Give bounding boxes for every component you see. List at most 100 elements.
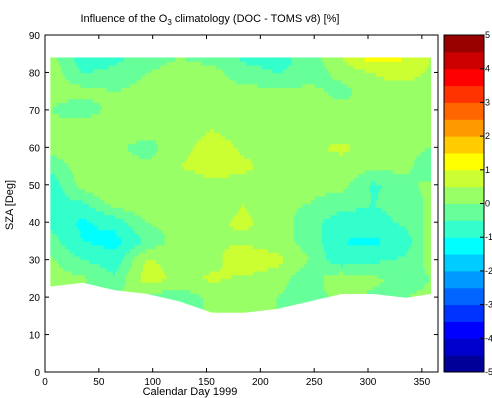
heatmap-cell <box>114 113 118 118</box>
heatmap-cell <box>205 139 209 145</box>
heatmap-cell <box>132 94 135 100</box>
heatmap-cell <box>203 270 207 276</box>
heatmap-cell <box>52 233 56 238</box>
heatmap-cell <box>138 199 142 205</box>
heatmap-cell <box>97 61 101 66</box>
heatmap-cell <box>201 113 204 118</box>
heatmap-cell <box>151 233 155 238</box>
heatmap-cell <box>114 72 118 77</box>
heatmap-cell <box>175 177 179 182</box>
heatmap-cell <box>145 139 148 145</box>
heatmap-cell <box>179 136 183 141</box>
heatmap-cell <box>166 210 170 216</box>
heatmap-cell <box>164 166 168 171</box>
heatmap-cell <box>194 218 198 223</box>
heatmap-cell <box>218 259 222 265</box>
heatmap-cell <box>209 222 213 227</box>
heatmap-cell <box>112 282 116 287</box>
heatmap-cell <box>127 289 131 292</box>
heatmap-cell <box>138 102 142 107</box>
heatmap-cell <box>121 117 125 122</box>
heatmap-cell <box>155 233 159 238</box>
heatmap-cell <box>183 285 187 291</box>
heatmap-cell <box>78 102 82 107</box>
heatmap-cell <box>119 102 123 107</box>
heatmap-cell <box>63 83 67 89</box>
heatmap-cell <box>190 218 194 223</box>
heatmap-cell <box>140 162 144 167</box>
heatmap-cell <box>108 151 112 156</box>
heatmap-cell <box>194 207 198 212</box>
heatmap-cell <box>183 76 187 81</box>
heatmap-cell <box>183 270 187 276</box>
heatmap-cell <box>61 162 64 167</box>
heatmap-cell <box>114 83 118 89</box>
heatmap-cell <box>56 270 60 276</box>
heatmap-cell <box>218 177 222 182</box>
heatmap-cell <box>95 57 99 62</box>
heatmap-cell <box>177 68 181 74</box>
heatmap-cell <box>82 222 86 227</box>
heatmap-cell <box>84 259 88 265</box>
heatmap-cell <box>138 252 142 257</box>
heatmap-cell <box>134 169 138 175</box>
heatmap-cell <box>123 132 127 137</box>
heatmap-cell <box>201 255 204 261</box>
heatmap-cell <box>166 132 170 137</box>
heatmap-cell <box>112 147 116 152</box>
heatmap-cell <box>65 61 69 66</box>
heatmap-cell <box>164 259 168 265</box>
heatmap-cell <box>86 203 90 208</box>
heatmap-cell <box>214 94 217 100</box>
heatmap-cell <box>170 285 174 291</box>
heatmap-cell <box>145 113 148 118</box>
heatmap-cell <box>134 68 138 74</box>
heatmap-cell <box>214 282 217 287</box>
heatmap-cell <box>67 184 71 190</box>
heatmap-cell <box>50 154 54 160</box>
heatmap-cell <box>106 233 110 238</box>
heatmap-cell <box>160 64 163 70</box>
heatmap-cell <box>112 109 116 115</box>
heatmap-cell <box>112 64 116 70</box>
heatmap-cell <box>192 169 196 175</box>
heatmap-cell <box>91 87 95 92</box>
heatmap-cell <box>50 270 54 276</box>
heatmap-cell <box>142 79 146 85</box>
heatmap-cell <box>102 68 105 74</box>
heatmap-cell <box>168 87 172 92</box>
heatmap-cell <box>99 87 103 92</box>
heatmap-cell <box>203 282 207 287</box>
heatmap-cell <box>188 300 191 305</box>
heatmap-cell <box>175 188 179 193</box>
heatmap-cell <box>138 72 142 77</box>
heatmap-cell <box>173 192 176 197</box>
heatmap-cell <box>93 61 97 66</box>
heatmap-cell <box>205 248 209 253</box>
heatmap-cell <box>102 274 105 279</box>
heatmap-cell <box>158 91 161 96</box>
heatmap-cell <box>188 64 191 70</box>
heatmap-cell <box>155 102 159 107</box>
heatmap-cell <box>125 184 129 190</box>
heatmap-cell <box>86 139 90 145</box>
heatmap-cell <box>132 240 135 246</box>
heatmap-cell <box>123 255 127 261</box>
heatmap-cell <box>89 147 92 152</box>
heatmap-cell <box>162 181 166 186</box>
heatmap-cell <box>112 225 116 231</box>
heatmap-cell <box>177 293 181 298</box>
heatmap-cell <box>194 244 198 250</box>
heatmap-cell <box>125 64 129 70</box>
heatmap-cell <box>192 270 196 276</box>
heatmap-cell <box>175 184 179 190</box>
heatmap-cell <box>82 147 86 152</box>
heatmap-cell <box>78 233 82 238</box>
heatmap-cell <box>134 91 138 96</box>
heatmap-cell <box>160 121 163 126</box>
heatmap-cell <box>71 136 75 141</box>
heatmap-cell <box>205 285 209 291</box>
heatmap-cell <box>89 218 92 223</box>
heatmap-cell <box>149 259 153 265</box>
heatmap-cell <box>50 106 54 111</box>
